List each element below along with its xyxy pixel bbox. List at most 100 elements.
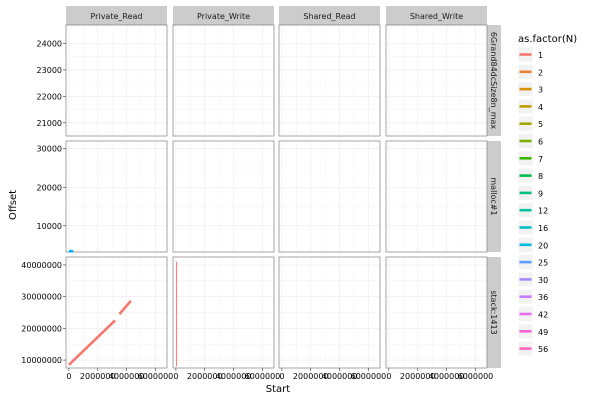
strip-col-private-write	[173, 6, 274, 25]
legend-item-5: 5	[517, 115, 543, 132]
y-tick-label: 10000	[37, 222, 62, 231]
x-tick-label: 0	[386, 372, 391, 381]
legend-item-36: 36	[517, 288, 548, 305]
panel-background	[66, 141, 167, 252]
panel-stack-1413-private-write	[172, 256, 275, 369]
panel-malloc-1-shared-read	[278, 140, 381, 253]
strip-row-stack-1413	[487, 257, 501, 368]
legend-item-1: 1	[517, 46, 543, 63]
panel-border	[385, 140, 488, 253]
y-axes: 21000 22000 23000 24000 10000 20000 30000 10000…	[21, 40, 66, 365]
panel-border	[385, 256, 488, 369]
legend-item-4: 4	[517, 98, 543, 115]
panel-background	[66, 25, 167, 136]
strip-col-shared-write	[386, 6, 487, 25]
x-tick-label: 0	[173, 372, 178, 381]
panel-background	[279, 25, 380, 136]
y-tick-label: 20000	[37, 183, 62, 192]
panel-border	[65, 24, 168, 137]
legend-item-6: 6	[517, 133, 543, 149]
legend-label: 3	[538, 86, 543, 95]
panel-border	[172, 140, 275, 253]
legend-label: 20	[538, 241, 548, 250]
x-tick-label: 6000000	[458, 372, 494, 381]
series-line-1-1	[67, 319, 117, 366]
panel-malloc-1-shared-write	[385, 140, 488, 253]
legend-label: 1	[538, 51, 543, 60]
x-tick-label: 6000000	[138, 372, 174, 381]
legend-item-56: 56	[517, 340, 548, 357]
row-strips: 6Grand84dcSize8n_max malloc#1 stack:1413	[487, 25, 501, 368]
strip-col-label-private-write: Private_Write	[197, 12, 250, 21]
legend-item-8: 8	[517, 167, 543, 184]
strip-row-label-6grand84dcsize8n-max: 6Grand84dcSize8n_max	[489, 32, 498, 130]
legend-label: 56	[538, 345, 548, 354]
legend-label: 16	[538, 224, 548, 233]
panel-border	[278, 24, 381, 137]
x-tick-label: 2000000	[293, 372, 329, 381]
panel-background	[386, 25, 487, 136]
legend-label: 36	[538, 293, 548, 302]
strip-col-private-read	[66, 6, 167, 25]
x-tick-label: 6000000	[245, 372, 281, 381]
legend-label: 8	[538, 172, 543, 181]
y-tick-label: 23000	[37, 66, 62, 75]
series-line-1-2	[118, 299, 132, 315]
x-tick-label: 4000000	[216, 372, 252, 381]
strip-col-label-shared-write: Shared_Write	[410, 12, 463, 21]
panel-malloc-1-private-write	[172, 140, 275, 253]
x-tick-label: 2000000	[80, 372, 116, 381]
legend-label: 9	[538, 189, 543, 198]
panel-border	[65, 140, 168, 253]
panel-border	[385, 24, 488, 137]
x-tick-label: 6000000	[351, 372, 387, 381]
y-tick-label: 20000000	[21, 324, 62, 333]
facet-panels	[65, 24, 488, 369]
legend-label: 2	[538, 68, 543, 77]
y-tick-label: 30000	[37, 145, 62, 154]
legend-item-2: 2	[517, 63, 543, 80]
legend-item-49: 49	[517, 323, 548, 340]
panel-stack-1413-private-read	[65, 256, 168, 369]
panel-6grand84dcsize8n-max-shared-write	[385, 24, 488, 137]
strip-row-label-malloc-1: malloc#1	[489, 177, 498, 215]
y-tick-label: 40000000	[21, 261, 62, 270]
legend-label: 4	[538, 103, 543, 112]
panel-6grand84dcsize8n-max-private-write	[172, 24, 275, 137]
column-strips: Private_Read Private_Write Shared_Read Shar…	[66, 6, 487, 25]
legend-item-16: 16	[517, 219, 548, 236]
panel-stack-1413-shared-write	[385, 256, 488, 369]
x-tick-label: 4000000	[429, 372, 465, 381]
legend-label: 5	[538, 120, 543, 129]
x-tick-label: 2000000	[400, 372, 436, 381]
legend-item-9: 9	[517, 184, 543, 201]
panel-6grand84dcsize8n-max-private-read	[65, 24, 168, 137]
legend-label: 30	[538, 276, 548, 285]
panel-border	[278, 140, 381, 253]
legend-label: 12	[538, 207, 548, 216]
panel-stack-1413-shared-read	[278, 256, 381, 369]
panel-background	[386, 141, 487, 252]
panel-border	[278, 256, 381, 369]
x-tick-label: 0	[279, 372, 284, 381]
y-tick-label: 24000	[37, 40, 62, 49]
panel-background	[173, 25, 274, 136]
x-tick-label: 4000000	[109, 372, 145, 381]
x-tick-label: 0	[66, 372, 71, 381]
legend-item-3: 3	[517, 81, 543, 98]
panel-border	[172, 24, 275, 137]
strip-col-shared-read	[279, 6, 380, 25]
panel-6grand84dcsize8n-max-shared-read	[278, 24, 381, 137]
y-axis-title: Offset	[8, 190, 19, 220]
y-tick-label: 30000000	[21, 293, 62, 302]
panel-malloc-1-private-read	[65, 140, 168, 253]
panel-border	[172, 256, 275, 369]
panel-border	[65, 256, 168, 369]
legend-item-25: 25	[517, 254, 548, 271]
strip-row-malloc-1	[487, 141, 501, 252]
x-tick-label: 2000000	[187, 372, 223, 381]
legend-label: 25	[538, 259, 548, 268]
legend-item-30: 30	[517, 271, 548, 288]
